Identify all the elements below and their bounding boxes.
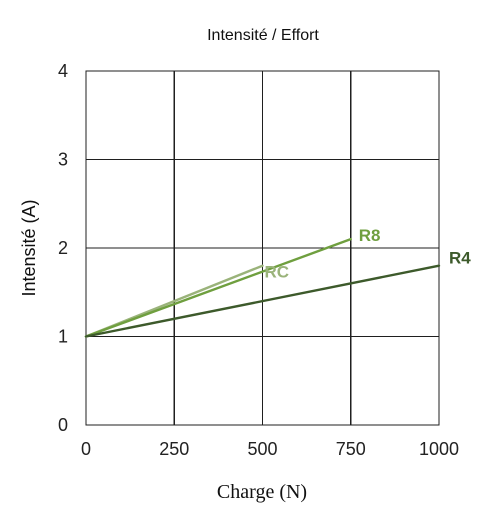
y-tick-label: 0 <box>58 415 68 435</box>
series-line-r4 <box>84 264 441 338</box>
y-axis-label: Intensité (A) <box>19 199 39 296</box>
x-axis-label: Charge (N) <box>217 481 307 503</box>
x-tick-label: 750 <box>336 439 366 459</box>
plot-frame <box>85 70 440 426</box>
x-tick-label: 0 <box>81 439 91 459</box>
x-tick-label: 1000 <box>419 439 459 459</box>
series-lines <box>84 237 441 338</box>
series-labels: RC R8 R4 <box>265 226 472 282</box>
plot-grid <box>86 71 439 425</box>
x-tick-label: 250 <box>159 439 189 459</box>
y-tick-label: 4 <box>58 61 68 81</box>
series-label-rc: RC <box>265 263 290 282</box>
tick-labels: 0 250 500 750 1000 0 1 2 3 4 <box>58 61 459 459</box>
chart-title: Intensité / Effort <box>207 27 319 44</box>
series-line-r8 <box>84 237 352 338</box>
series-label-r4: R4 <box>449 249 471 268</box>
y-tick-label: 2 <box>58 238 68 258</box>
y-tick-label: 1 <box>58 327 68 347</box>
x-tick-label: 500 <box>247 439 277 459</box>
series-label-r8: R8 <box>359 226 381 245</box>
y-tick-label: 3 <box>58 150 68 170</box>
